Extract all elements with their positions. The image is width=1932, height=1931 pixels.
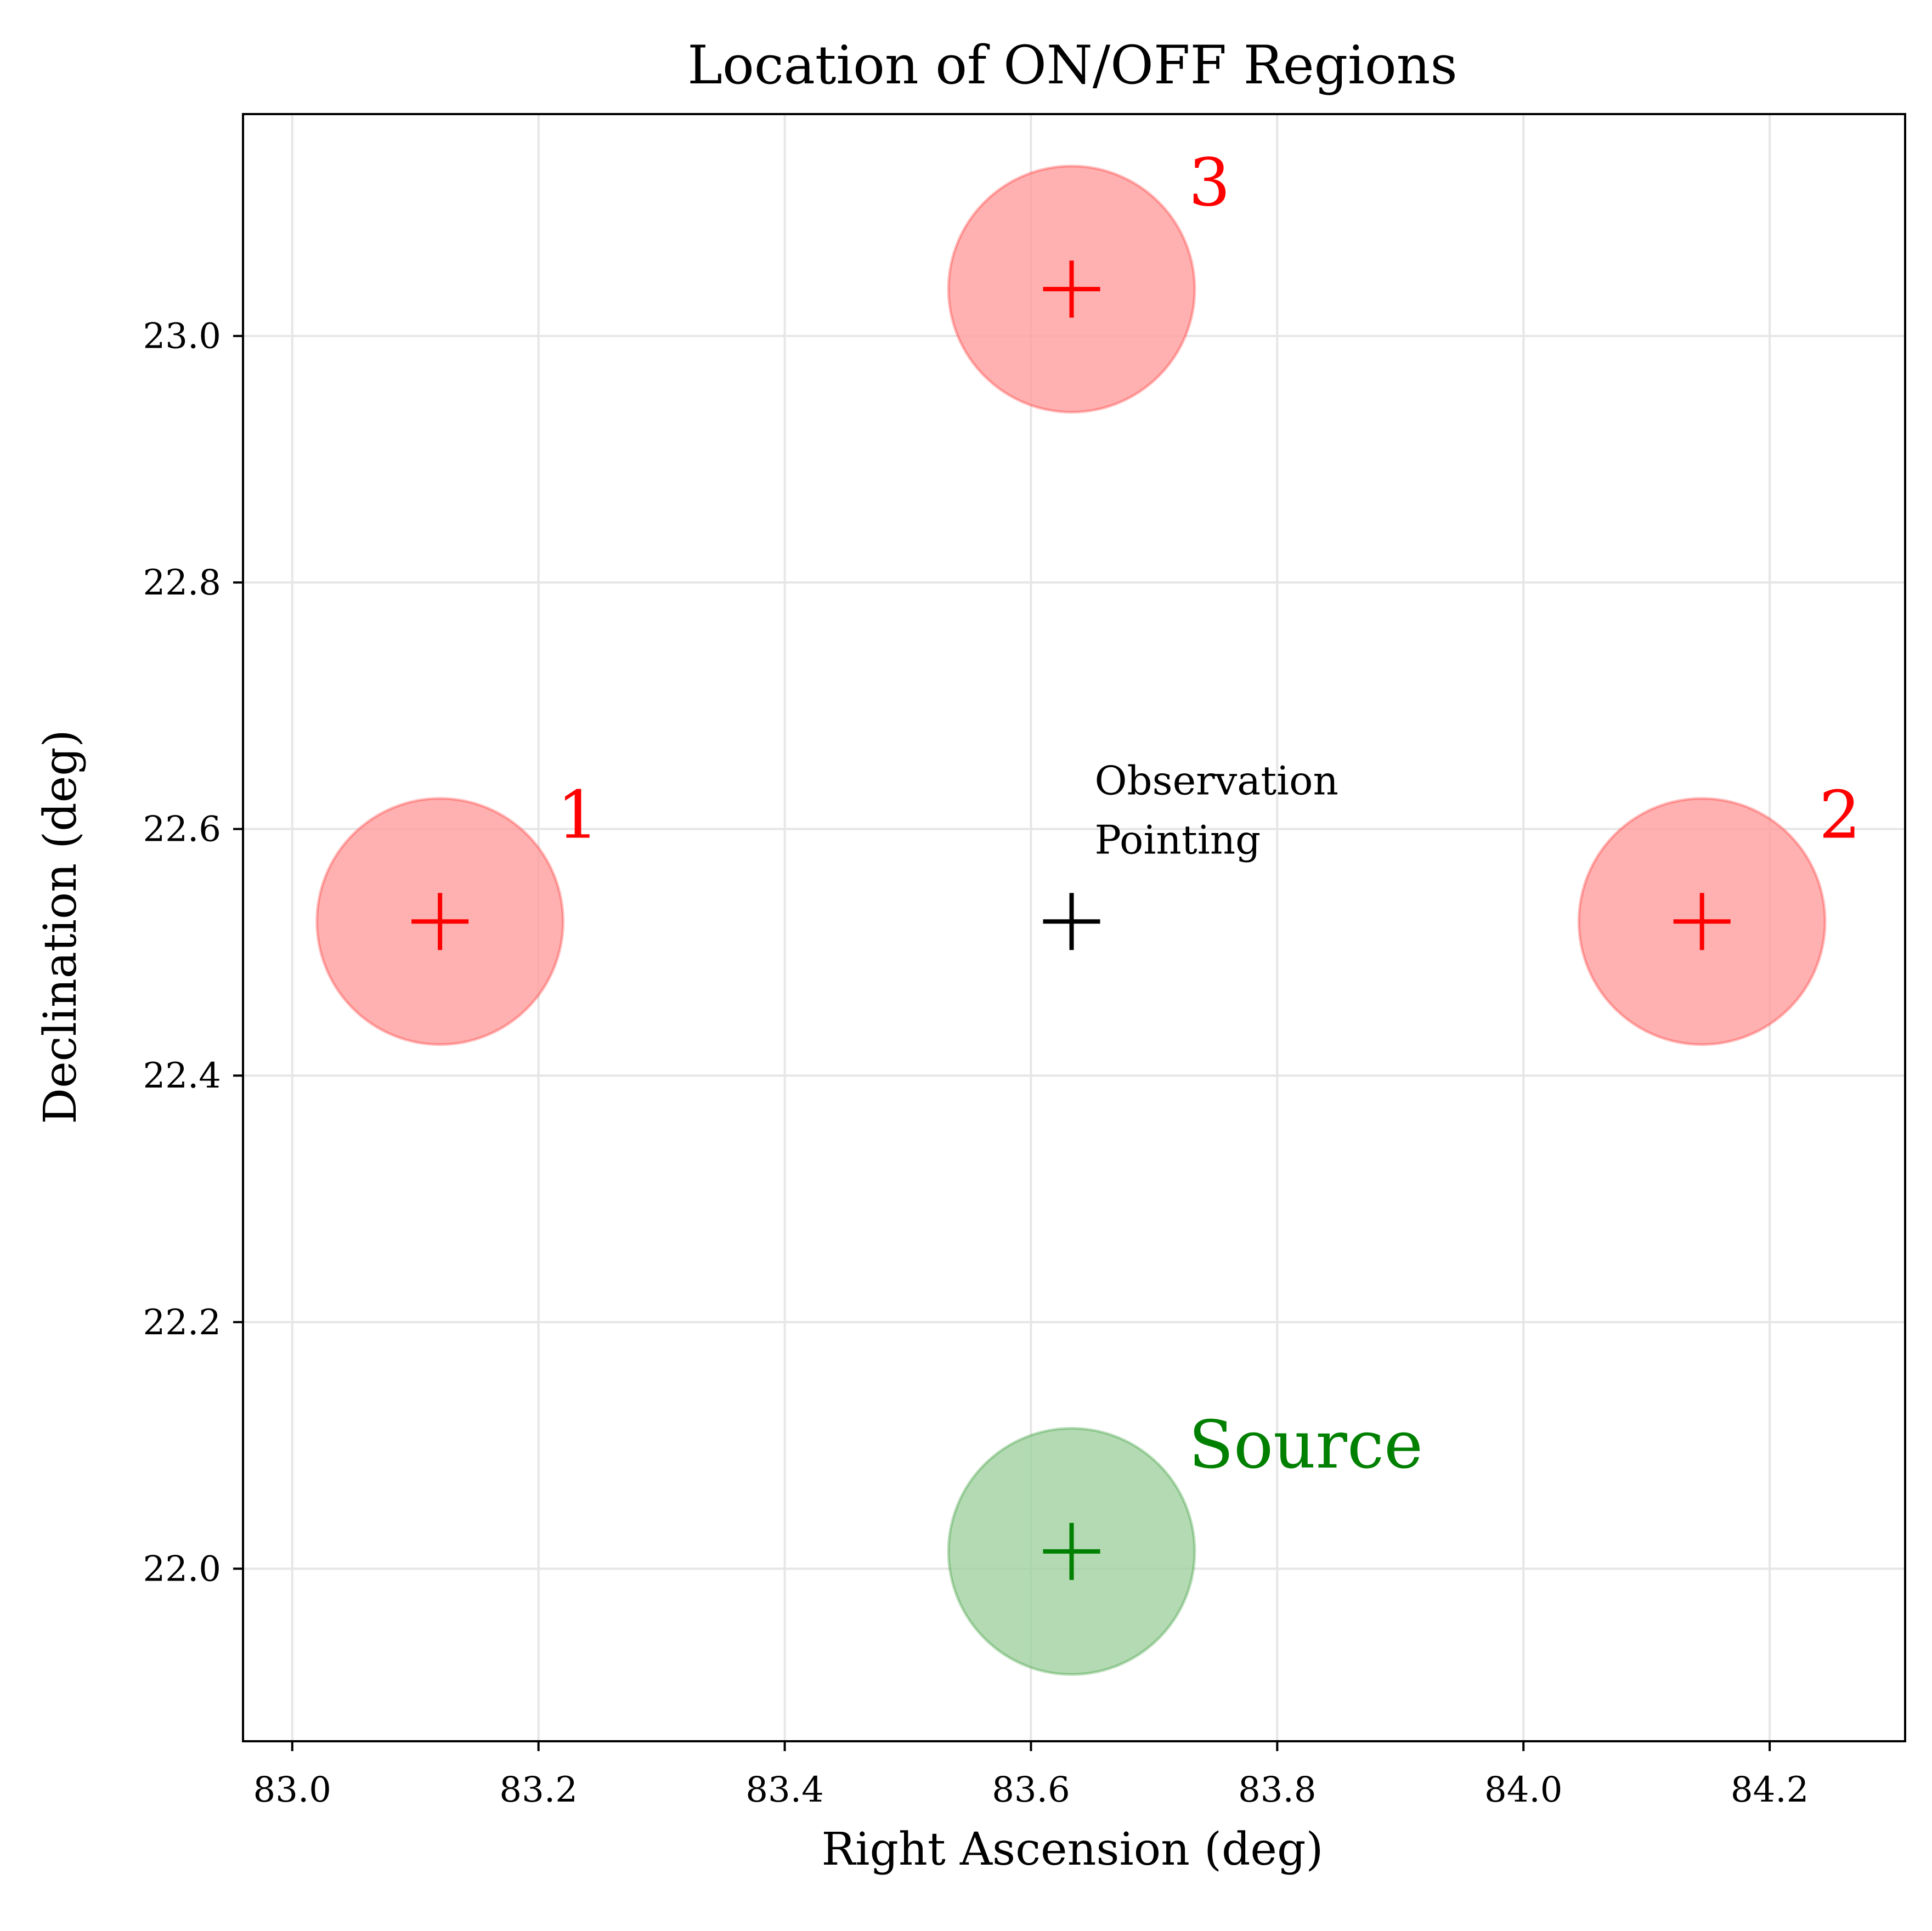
off-region-2-label: 2 [1819, 778, 1861, 854]
x-tick-label: 83.8 [1238, 1770, 1317, 1810]
plot-frame [242, 113, 1906, 1742]
y-tick-label: 22.6 [143, 809, 222, 850]
off-region-1-label: 1 [557, 778, 598, 854]
source-region-label: Source [1189, 1407, 1423, 1483]
y-tick-label: 22.2 [143, 1303, 222, 1343]
x-tick-label: 84.2 [1731, 1770, 1809, 1810]
x-tick-label: 83.6 [992, 1770, 1070, 1810]
y-tick-label: 22.8 [143, 563, 222, 603]
y-axis: 22.0 22.2 22.4 22.6 22.8 23.0 [143, 316, 243, 1589]
x-tick-label: 83.2 [499, 1770, 578, 1810]
y-tick-label: 22.4 [143, 1056, 222, 1096]
pointing-label-line: Pointing [1095, 817, 1261, 863]
x-axis: 83.0 83.2 83.4 83.6 83.8 84.0 84.2 [253, 1741, 1809, 1810]
x-axis-label: Right Ascension (deg) [822, 1824, 1324, 1876]
off-region-3-label: 3 [1189, 145, 1230, 222]
y-axis-label: Declination (deg) [35, 729, 87, 1124]
pointing-label-line: Observation [1095, 757, 1338, 803]
x-tick-label: 83.4 [745, 1770, 824, 1810]
markers: 1 2 3 Source Observation Pointing [411, 145, 1861, 1580]
x-tick-label: 83.0 [253, 1770, 332, 1810]
y-tick-label: 23.0 [143, 316, 222, 357]
chart-title: Location of ON/OFF Regions [687, 35, 1457, 96]
y-tick-label: 22.0 [143, 1549, 222, 1589]
x-tick-label: 84.0 [1484, 1770, 1563, 1810]
